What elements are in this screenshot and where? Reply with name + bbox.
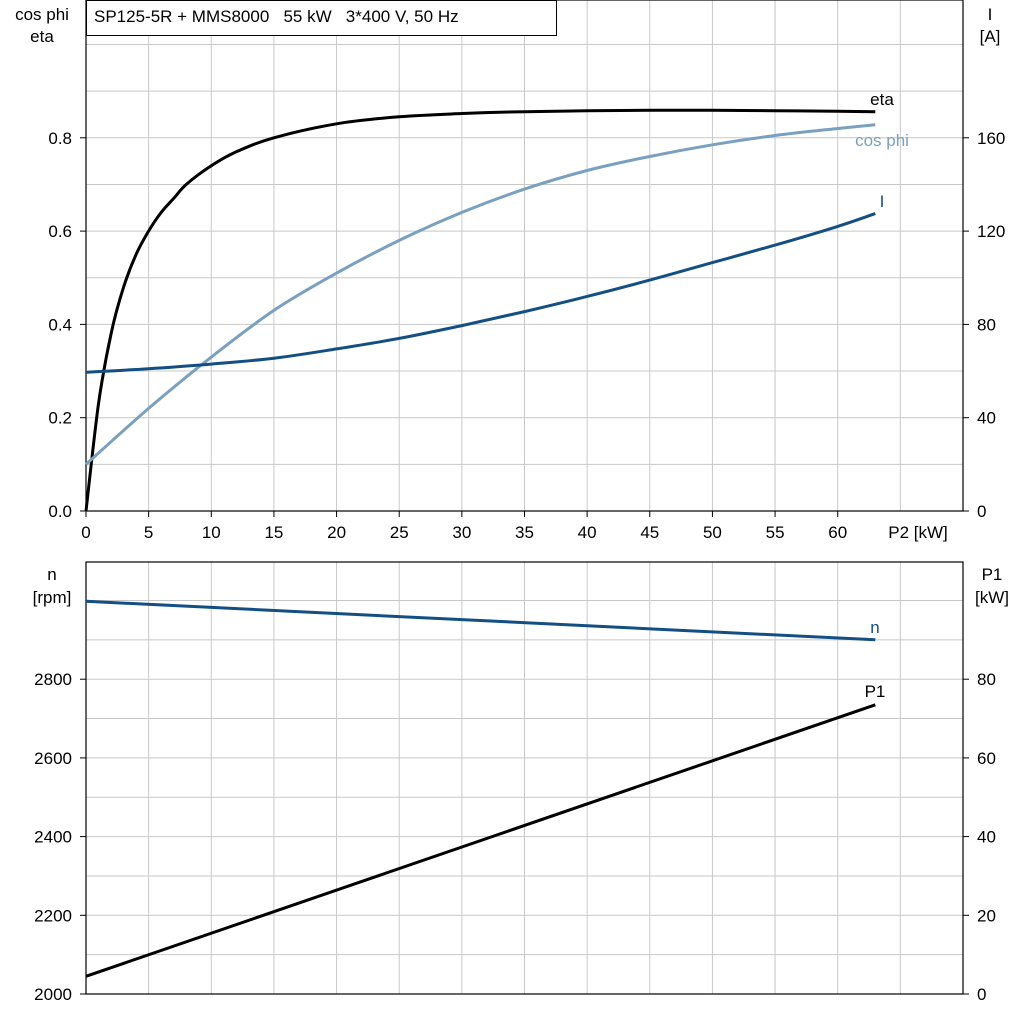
top-chart-panel: 0 5 10 15 20 25 30 35 40 45 50 55 60 0.0 0.2 0.4 0.6 0.8… xyxy=(15,0,1005,542)
top-left-y-tick-label: 0.0 xyxy=(48,502,72,521)
x-tick-label: 30 xyxy=(452,523,471,542)
cos-phi-curve-label: cos phi xyxy=(855,131,909,150)
bottom-left-y-ticks: 2000 2200 2400 2600 2800 xyxy=(34,670,86,1004)
x-axis-label: P2 [kW] xyxy=(888,523,948,542)
bottom-right-y-tick-label: 0 xyxy=(977,985,986,1004)
top-left-y-ticks: 0.0 0.2 0.4 0.6 0.8 xyxy=(48,129,86,521)
top-left-y-tick-label: 0.8 xyxy=(48,129,72,148)
bottom-left-y-tick-label: 2800 xyxy=(34,670,72,689)
current-curve xyxy=(85,212,876,374)
bottom-plot-frame xyxy=(85,561,964,995)
bottom-right-axis-label-2: [kW] xyxy=(975,588,1009,607)
top-right-y-tick-label: 40 xyxy=(977,409,996,428)
title-box-frame xyxy=(86,0,557,36)
x-tick-label: 35 xyxy=(515,523,534,542)
top-left-axis-label-2: eta xyxy=(30,27,54,46)
top-series: eta cos phi I xyxy=(84,90,909,512)
bottom-right-axis-label-1: P1 xyxy=(982,565,1003,584)
chart-title: SP125-5R + MMS8000 55 kW 3*400 V, 50 Hz xyxy=(94,7,459,26)
bottom-left-axis-label-1: n xyxy=(47,565,56,584)
x-tick-label: 0 xyxy=(81,523,90,542)
top-right-y-tick-label: 0 xyxy=(977,502,986,521)
eta-curve xyxy=(84,108,876,512)
bottom-left-axis-label-2: [rpm] xyxy=(33,588,72,607)
x-tick-label: 45 xyxy=(640,523,659,542)
top-right-y-tick-label: 160 xyxy=(977,129,1005,148)
p1-curve-label: P1 xyxy=(865,682,886,701)
top-x-ticks: 0 5 10 15 20 25 30 35 40 45 50 55 60 xyxy=(81,511,847,542)
top-left-y-tick-label: 0.2 xyxy=(48,409,72,428)
top-left-y-tick-label: 0.4 xyxy=(48,315,72,334)
top-right-y-tick-label: 120 xyxy=(977,222,1005,241)
top-right-y-ticks: 0 40 80 120 160 xyxy=(963,129,1005,521)
top-left-axis-label-1: cos phi xyxy=(15,5,69,24)
title-box: SP125-5R + MMS8000 55 kW 3*400 V, 50 Hz xyxy=(86,0,557,36)
bottom-right-y-ticks: 0 20 40 60 80 xyxy=(963,670,996,1004)
speed-curve xyxy=(85,599,876,642)
p1-curve xyxy=(85,703,876,978)
bottom-left-y-tick-label: 2200 xyxy=(34,906,72,925)
x-tick-label: 20 xyxy=(327,523,346,542)
bottom-left-y-tick-label: 2000 xyxy=(34,985,72,1004)
top-right-axis-label-2: [A] xyxy=(980,27,1001,46)
bottom-grid xyxy=(86,562,963,994)
bottom-right-y-tick-label: 80 xyxy=(977,670,996,689)
bottom-left-y-tick-label: 2600 xyxy=(34,749,72,768)
x-tick-label: 40 xyxy=(578,523,597,542)
top-right-y-tick-label: 80 xyxy=(977,315,996,334)
x-tick-label: 60 xyxy=(828,523,847,542)
x-tick-label: 5 xyxy=(144,523,153,542)
speed-curve-label: n xyxy=(870,618,879,637)
x-tick-label: 10 xyxy=(202,523,221,542)
bottom-right-y-tick-label: 60 xyxy=(977,749,996,768)
top-left-y-tick-label: 0.6 xyxy=(48,222,72,241)
bottom-right-y-tick-label: 40 xyxy=(977,828,996,847)
bottom-left-y-tick-label: 2400 xyxy=(34,828,72,847)
x-tick-label: 50 xyxy=(703,523,722,542)
eta-curve-label: eta xyxy=(870,90,894,109)
bottom-right-y-tick-label: 20 xyxy=(977,906,996,925)
x-tick-label: 55 xyxy=(766,523,785,542)
cos-phi-curve xyxy=(84,123,876,466)
x-tick-label: 15 xyxy=(264,523,283,542)
top-grid xyxy=(86,0,963,511)
bottom-chart-panel: 2000 2200 2400 2600 2800 0 20 40 60 80 n P1 n [rp… xyxy=(33,561,1009,1004)
x-tick-label: 25 xyxy=(390,523,409,542)
top-right-axis-label-1: I xyxy=(988,5,993,24)
current-curve-label: I xyxy=(880,192,885,211)
bottom-series: n P1 xyxy=(85,599,886,978)
